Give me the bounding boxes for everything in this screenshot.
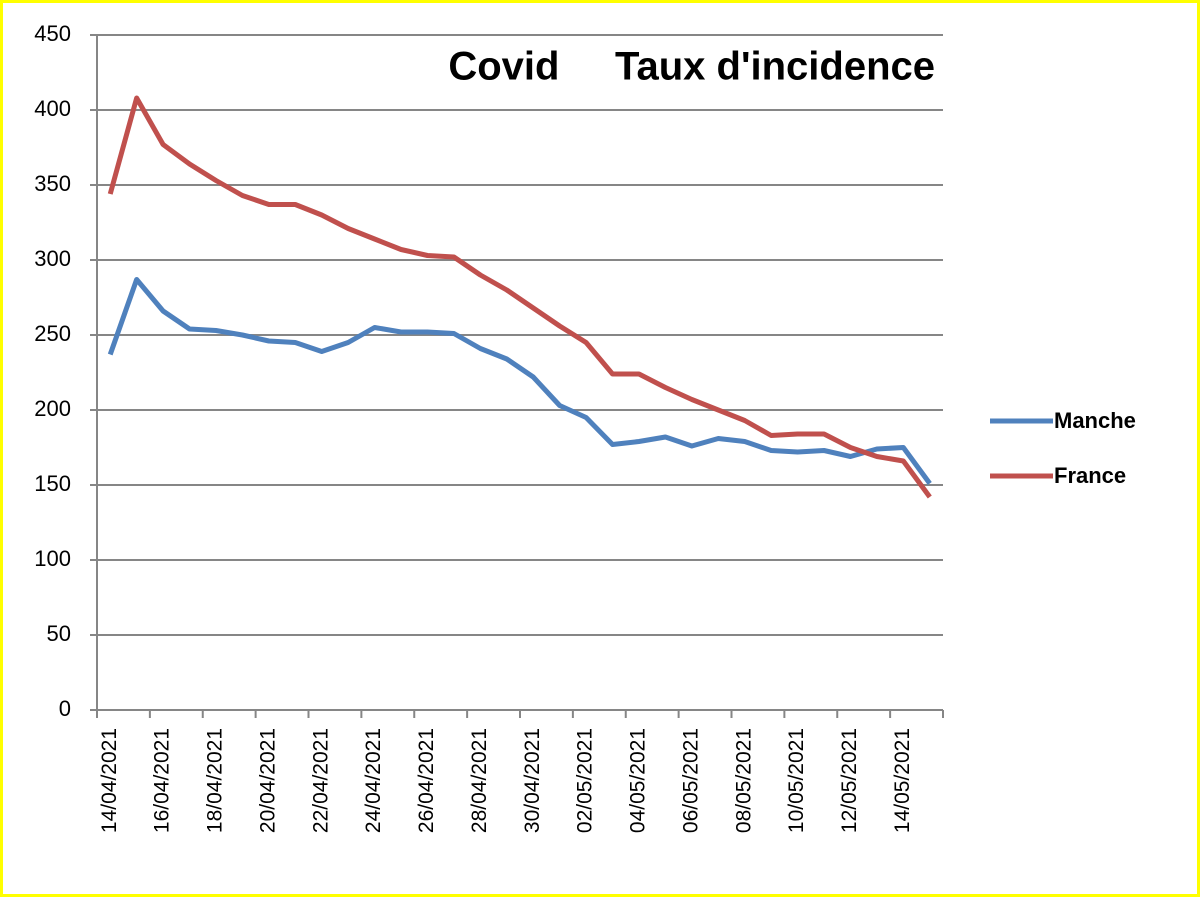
- x-tick-label: 08/05/2021: [732, 728, 755, 833]
- y-tick-label: 450: [34, 21, 71, 46]
- x-tick-label: 12/05/2021: [838, 728, 861, 833]
- x-tick-label: 06/05/2021: [679, 728, 702, 833]
- x-tick-label: 10/05/2021: [785, 728, 808, 833]
- y-tick-label: 200: [34, 396, 71, 421]
- series-line: [107, 95, 932, 499]
- x-tick-label: 28/04/2021: [468, 728, 491, 833]
- y-tick-label: 400: [34, 96, 71, 121]
- legend-label: France: [1054, 463, 1126, 488]
- x-tick-label: 30/04/2021: [521, 728, 544, 833]
- y-tick-label: 150: [34, 471, 71, 496]
- x-tick-label: 24/04/2021: [362, 728, 385, 833]
- x-tick-label: 26/04/2021: [415, 728, 438, 833]
- y-tick-label: 50: [47, 621, 71, 646]
- x-tick-label: 20/04/2021: [256, 728, 279, 833]
- y-tick-label: 250: [34, 321, 71, 346]
- x-tick-label: 22/04/2021: [309, 728, 332, 833]
- y-tick-label: 300: [34, 246, 71, 271]
- chart-title: Covid Taux d'incidence: [448, 45, 935, 89]
- y-tick-label: 350: [34, 171, 71, 196]
- x-tick-label: 04/05/2021: [627, 728, 650, 833]
- x-tick-label: 14/05/2021: [891, 728, 914, 833]
- y-tick-label: 100: [34, 546, 71, 571]
- legend-label: Manche: [1054, 408, 1136, 433]
- chart: Covid Taux d'incidence 0 50 100 150 200 250 30…: [34, 21, 1136, 833]
- x-tick-label: 16/04/2021: [151, 728, 174, 833]
- y-tick-label: 0: [59, 696, 71, 721]
- series-line: [107, 277, 932, 485]
- x-tick-label: 14/04/2021: [98, 728, 121, 833]
- x-tick-label: 02/05/2021: [574, 728, 597, 833]
- x-tick-label: 18/04/2021: [204, 728, 227, 833]
